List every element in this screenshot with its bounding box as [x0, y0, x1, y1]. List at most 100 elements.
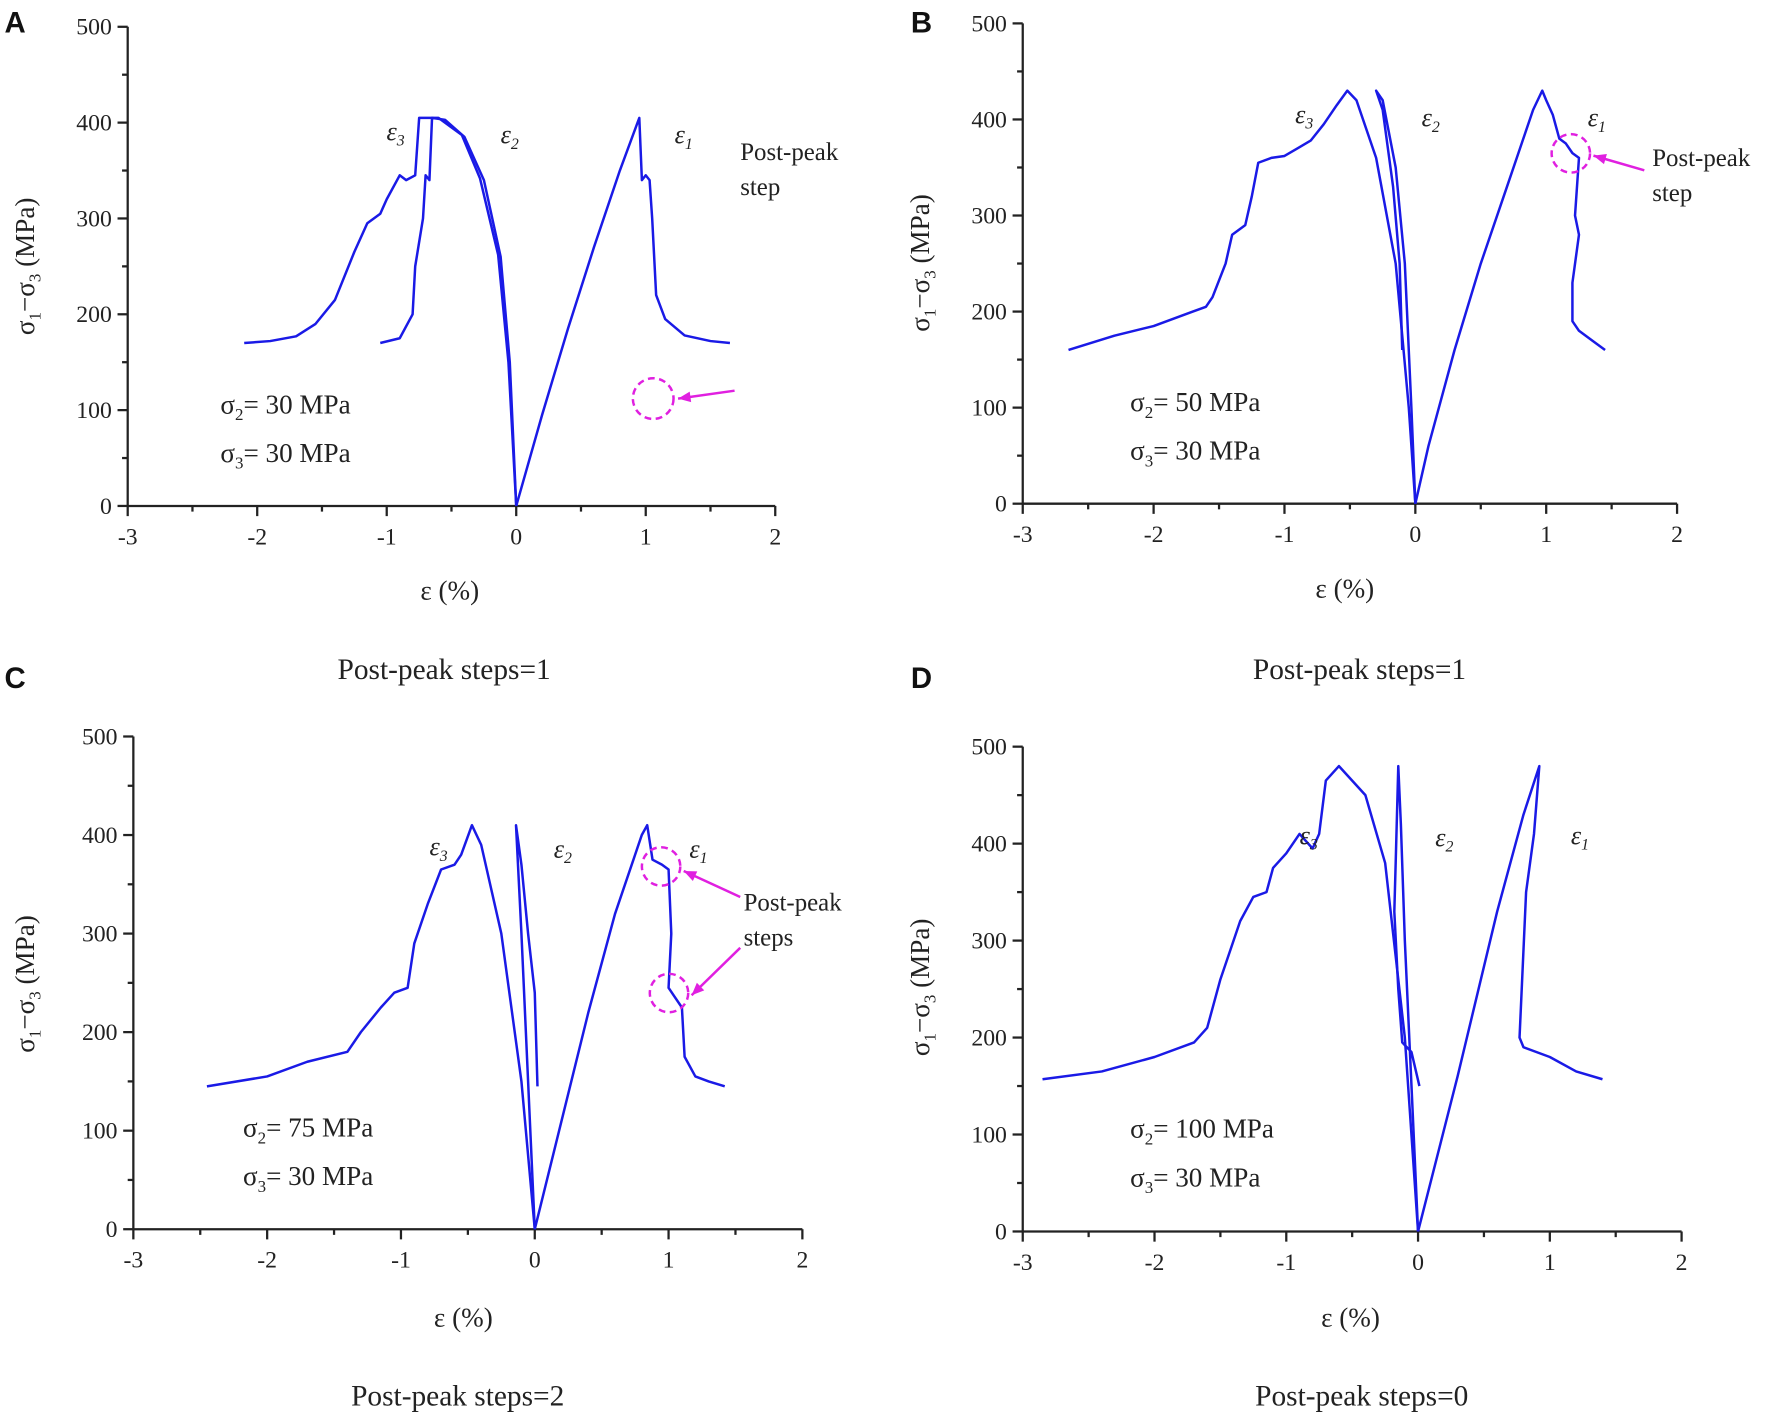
y-label-subscript: 1	[26, 312, 45, 320]
condition-subscript: 3	[258, 1177, 266, 1196]
series-symbol: ε	[501, 120, 512, 149]
series-subscript: 3	[439, 848, 448, 865]
x-tick-label: -3	[118, 524, 138, 550]
x-tick-label: -3	[123, 1248, 143, 1274]
x-tick-label: 0	[510, 524, 522, 550]
x-tick-label: -1	[391, 1248, 411, 1274]
series-subscript: 2	[511, 136, 519, 153]
x-tick-label: -2	[1144, 522, 1164, 548]
y-tick-label: 300	[76, 206, 112, 232]
x-tick-label: -2	[247, 524, 267, 550]
y-label-part: σ	[10, 320, 40, 335]
series-label: ε3	[1300, 821, 1318, 854]
series-symbol: ε	[675, 120, 686, 149]
y-tick-label: 0	[995, 1219, 1007, 1245]
series-symbol: ε	[1300, 821, 1311, 850]
y-tick-label: 500	[971, 735, 1007, 761]
x-axis-label: ε (%)	[434, 1302, 493, 1332]
y-tick-label: 400	[76, 111, 112, 137]
series-symbol: ε	[1571, 821, 1582, 850]
curve-ε3	[206, 823, 537, 1230]
arrow-head-icon	[683, 870, 698, 881]
condition-symbol: σ	[220, 438, 235, 468]
y-tick-label: 300	[971, 928, 1007, 954]
y-label-part: (MPa)	[10, 198, 40, 274]
x-axis-label: ε (%)	[1315, 573, 1374, 603]
series-label: ε2	[554, 834, 572, 867]
curve-ε3	[244, 116, 518, 507]
y-label-part: −σ	[10, 999, 40, 1029]
curve-ε1	[1414, 89, 1606, 504]
x-tick-label: 1	[663, 1248, 675, 1274]
annotation-text: Post-peak	[740, 139, 839, 166]
annotation-text: steps	[744, 925, 794, 952]
y-label-subscript: 1	[921, 309, 940, 317]
series-symbol: ε	[386, 117, 397, 146]
y-label-part: −σ	[10, 282, 40, 312]
annotation-text: step	[740, 174, 780, 201]
post-peak-circle	[1550, 132, 1592, 174]
condition-subscript: 2	[1145, 1129, 1153, 1148]
curve-ε3	[1042, 764, 1420, 1232]
stress-condition: σ2= 100 MPa	[1130, 1114, 1274, 1149]
x-tick-label: -2	[1145, 1250, 1165, 1276]
curve-ε2	[1393, 764, 1421, 1232]
y-tick-label: 400	[82, 823, 118, 849]
series-label: ε1	[1571, 821, 1589, 854]
arrow-head-icon	[678, 391, 692, 403]
series-symbol: ε	[689, 834, 700, 863]
condition-subscript: 3	[1145, 1178, 1153, 1197]
y-tick-label: 500	[82, 724, 118, 750]
condition-value: = 30 MPa	[1153, 436, 1260, 466]
series-label: ε2	[1435, 823, 1453, 856]
curve-ε3	[1068, 89, 1417, 504]
series-symbol: ε	[429, 832, 440, 861]
x-tick-label: 0	[1412, 1250, 1424, 1276]
series-label: ε1	[689, 834, 707, 867]
condition-symbol: σ	[1130, 1162, 1145, 1192]
series-subscript: 1	[685, 136, 693, 153]
series-subscript: 3	[396, 132, 405, 149]
condition-subscript: 2	[1145, 403, 1153, 422]
y-tick-label: 100	[76, 398, 112, 424]
annotation-text: step	[1652, 180, 1692, 207]
condition-value: = 50 MPa	[1153, 387, 1260, 417]
y-label-part: (MPa)	[10, 915, 40, 991]
series-symbol: ε	[1422, 103, 1433, 132]
x-tick-label: 2	[1676, 1250, 1688, 1276]
y-axis-label: σ1−σ3 (MPa)	[905, 919, 940, 1057]
x-tick-label: 1	[1544, 1250, 1556, 1276]
series-label: ε1	[675, 120, 693, 153]
series-subscript: 1	[1581, 837, 1589, 854]
condition-subscript: 2	[258, 1128, 266, 1147]
x-tick-label: -3	[1013, 522, 1033, 548]
series-label: ε2	[501, 120, 519, 153]
y-tick-label: 500	[76, 15, 112, 41]
series-label: ε1	[1588, 103, 1606, 136]
y-label-part: (MPa)	[905, 919, 935, 995]
y-label-subscript: 3	[921, 995, 940, 1003]
series-subscript: 1	[700, 850, 708, 867]
series-subscript: 2	[1432, 119, 1440, 136]
x-tick-label: 2	[796, 1248, 808, 1274]
y-tick-label: 0	[995, 492, 1007, 518]
series-subscript: 3	[1309, 837, 1318, 854]
condition-subscript: 3	[1145, 451, 1153, 470]
x-tick-label: -1	[1276, 1250, 1296, 1276]
x-tick-label: -1	[1275, 522, 1295, 548]
condition-value: = 30 MPa	[1153, 1162, 1260, 1192]
y-tick-label: 400	[971, 107, 1007, 133]
stress-condition: σ3= 30 MPa	[220, 438, 350, 473]
y-label-part: σ	[10, 1038, 40, 1053]
post-peak-circle	[640, 845, 682, 887]
series-symbol: ε	[1295, 100, 1306, 129]
curve-ε2	[379, 116, 518, 507]
series-subscript: 2	[564, 850, 572, 867]
stress-condition: σ2= 50 MPa	[1130, 387, 1260, 422]
y-label-subscript: 3	[921, 270, 940, 278]
x-tick-label: -1	[377, 524, 397, 550]
